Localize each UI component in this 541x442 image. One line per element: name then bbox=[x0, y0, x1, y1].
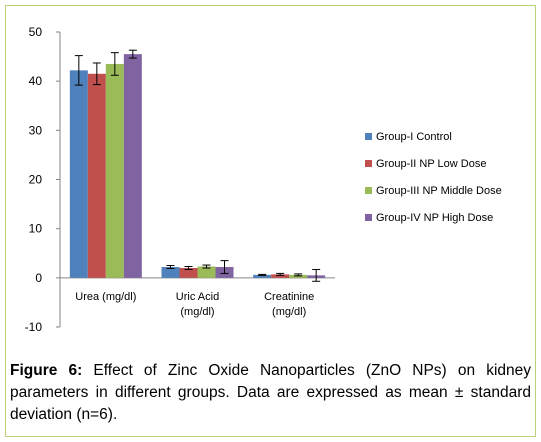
category-label-0-line-0: Urea (mg/dl) bbox=[75, 291, 136, 303]
legend-label-1: Group-II NP Low Dose bbox=[376, 158, 486, 170]
legend: Group-I Control Group-II NP Low Dose Group… bbox=[365, 131, 502, 224]
legend-swatch-1 bbox=[365, 160, 372, 167]
figure-label: Figure 6: bbox=[10, 362, 83, 379]
category-label-2-line-1: (mg/dl) bbox=[272, 306, 306, 318]
category-labels: Urea (mg/dl) Uric Acid (mg/dl) Creatinine (m… bbox=[75, 291, 314, 318]
y-tick-label-0: -10 bbox=[25, 320, 43, 334]
y-tick-label-2: 10 bbox=[29, 222, 43, 236]
bar-s2-c1 bbox=[197, 266, 216, 278]
legend-swatch-3 bbox=[365, 214, 372, 221]
y-tick-label-1: 0 bbox=[35, 271, 42, 285]
figure-caption: Figure 6: Effect of Zinc Oxide Nanoparti… bbox=[10, 360, 531, 426]
bar-s2-c0 bbox=[105, 63, 124, 278]
bar-s3-c0 bbox=[123, 54, 142, 278]
figure-caption-text: Effect of Zinc Oxide Nanoparticles (ZnO … bbox=[10, 362, 532, 423]
bar-s0-c1 bbox=[161, 267, 180, 278]
bar-series bbox=[69, 54, 326, 278]
legend-label-2: Group-III NP Middle Dose bbox=[376, 185, 502, 197]
category-label-1-line-1: (mg/dl) bbox=[180, 306, 214, 318]
y-tick-label-4: 30 bbox=[29, 123, 43, 137]
bar-s1-c0 bbox=[87, 73, 106, 278]
category-label-2-line-0: Creatinine bbox=[264, 291, 314, 303]
y-axis-ticks: -10 0 10 20 30 40 50 bbox=[25, 25, 43, 334]
bar-s1-c2 bbox=[271, 274, 290, 278]
bar-chart: -10 0 10 20 30 40 50 Urea (mg/dl) Uric Acid (mg/… bbox=[25, 25, 502, 334]
y-tick-label-5: 40 bbox=[29, 74, 43, 88]
y-tick-label-6: 50 bbox=[29, 25, 43, 39]
bar-s0-c0 bbox=[69, 70, 88, 278]
bar-s0-c2 bbox=[253, 274, 272, 278]
legend-swatch-0 bbox=[365, 133, 372, 140]
legend-label-0: Group-I Control bbox=[376, 131, 452, 143]
error-bars bbox=[74, 49, 321, 282]
legend-label-3: Group-IV NP High Dose bbox=[376, 212, 493, 224]
legend-swatch-2 bbox=[365, 187, 372, 194]
category-label-1-line-0: Uric Acid bbox=[176, 291, 219, 303]
bar-s1-c1 bbox=[179, 268, 198, 278]
y-tick-label-3: 20 bbox=[29, 173, 43, 187]
